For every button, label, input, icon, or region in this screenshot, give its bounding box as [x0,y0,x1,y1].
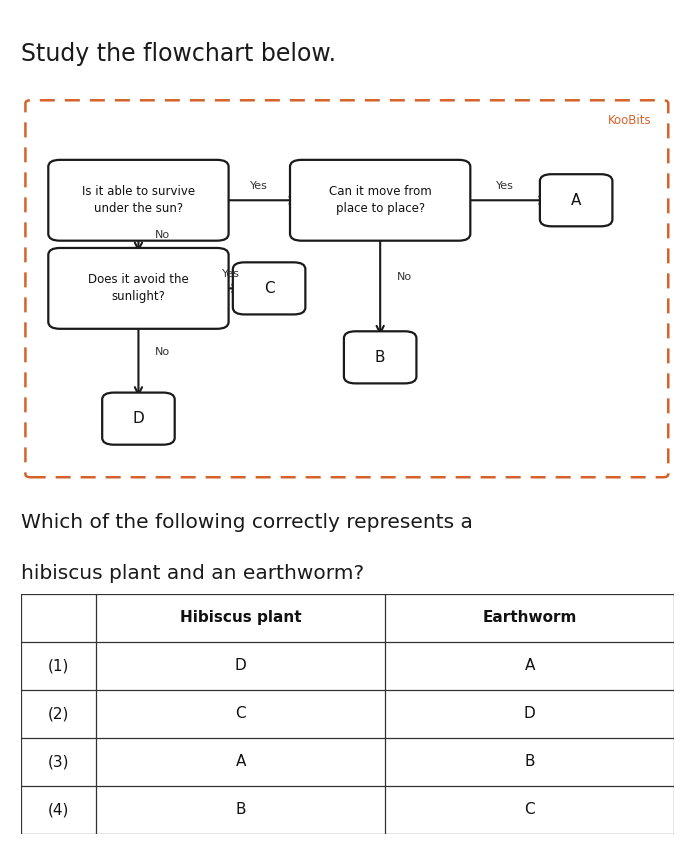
Text: Yes: Yes [250,181,268,190]
FancyBboxPatch shape [102,392,174,445]
FancyBboxPatch shape [344,331,416,383]
FancyBboxPatch shape [26,100,669,477]
FancyBboxPatch shape [290,160,471,241]
Text: A: A [571,193,581,208]
Text: B: B [375,349,386,365]
Text: B: B [525,754,535,769]
Text: (4): (4) [48,802,69,817]
Text: KooBits: KooBits [607,114,651,127]
Text: Earthworm: Earthworm [482,610,577,625]
Text: B: B [236,802,246,817]
FancyBboxPatch shape [233,263,305,314]
Text: No: No [397,272,411,282]
Text: D: D [524,706,536,721]
FancyBboxPatch shape [540,174,612,226]
Text: C: C [525,802,535,817]
Text: hibiscus plant and an earthworm?: hibiscus plant and an earthworm? [21,564,364,583]
Text: Yes: Yes [222,269,240,279]
Text: (2): (2) [48,706,69,721]
Text: No: No [155,347,170,357]
Text: No: No [155,231,170,241]
Text: Hibiscus plant: Hibiscus plant [180,610,302,625]
Text: Does it avoid the
sunlight?: Does it avoid the sunlight? [88,274,189,303]
Text: D: D [235,658,247,673]
Text: (1): (1) [48,658,69,673]
FancyBboxPatch shape [48,160,229,241]
Text: C: C [236,706,246,721]
Text: C: C [264,281,275,296]
Text: Which of the following correctly represents a: Which of the following correctly represe… [21,513,473,531]
Text: A: A [236,754,246,769]
Text: (3): (3) [48,754,70,769]
FancyBboxPatch shape [48,248,229,329]
Text: A: A [525,658,535,673]
Text: Yes: Yes [496,181,514,190]
Text: Study the flowchart below.: Study the flowchart below. [21,42,336,67]
Text: Can it move from
place to place?: Can it move from place to place? [329,185,432,216]
Text: Is it able to survive
under the sun?: Is it able to survive under the sun? [82,185,195,216]
Text: D: D [133,411,145,426]
